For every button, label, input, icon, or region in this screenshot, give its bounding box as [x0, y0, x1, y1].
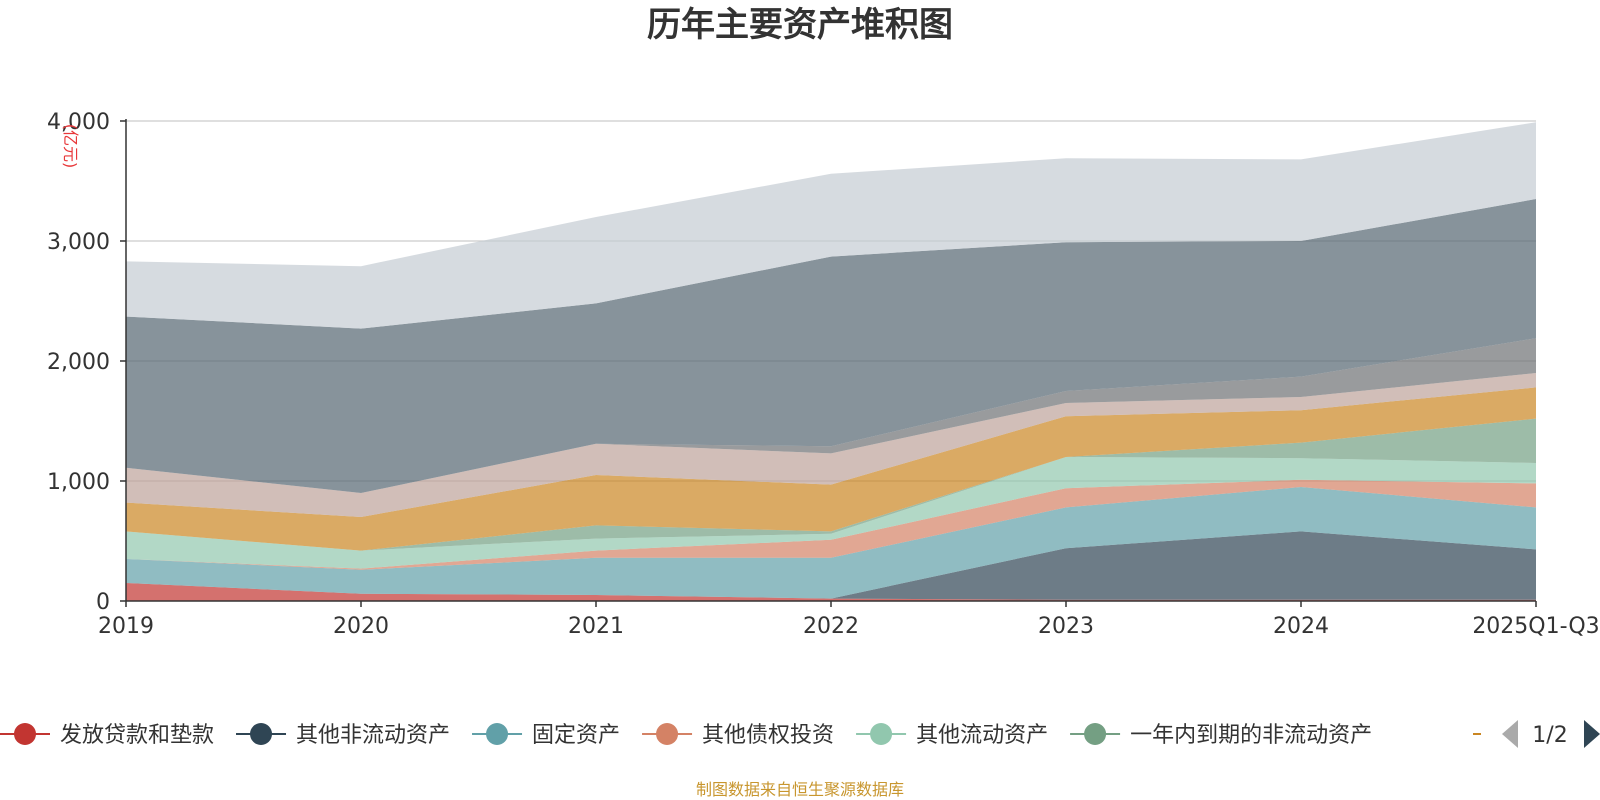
axes: 0 1,000 2,000 3,000 4,000 2019 2020 2021 2022 202… [47, 110, 1600, 639]
legend-label-0: 发放贷款和垫款 [60, 723, 214, 748]
legend-marker-5 [1084, 723, 1107, 745]
legend-item-0[interactable]: 发放贷款和垫款 [0, 723, 214, 748]
legend-item-4[interactable]: 其他流动资产 [856, 723, 1048, 748]
legend-label-1: 其他非流动资产 [296, 723, 450, 748]
triangle-left-icon[interactable] [1502, 720, 1518, 748]
area-series-5 [126, 418, 1536, 551]
y-tick-label-0: 0 [96, 590, 110, 615]
legend-marker-0 [14, 723, 36, 745]
legend: 发放贷款和垫款 其他非流动资产 固定资产 其他债权投资 其他流动资产 一年内到期的非流动资… [0, 720, 1600, 748]
area-series-4 [126, 457, 1536, 569]
legend-label-5: 一年内到期的非流动资产 [1130, 723, 1372, 748]
legend-marker-3 [656, 723, 679, 745]
y-unit-label: (亿元) [61, 124, 80, 169]
area-series-3 [126, 479, 1536, 570]
legend-marker-2 [486, 723, 509, 745]
x-tick-label-0: 2019 [98, 614, 154, 639]
x-tick-label-4: 2023 [1038, 614, 1094, 639]
x-tick-label-1: 2020 [333, 614, 389, 639]
legend-label-4: 其他流动资产 [916, 723, 1048, 748]
legend-marker-4 [870, 723, 893, 745]
area-series-10 [126, 122, 1536, 329]
area-series-9 [126, 199, 1536, 493]
x-tick-label-6: 2025Q1-Q3 [1472, 614, 1599, 639]
y-tick-label-3: 3,000 [47, 230, 110, 255]
y-tick-label-2: 2,000 [47, 350, 110, 375]
legend-page-indicator: 1/2 [1532, 723, 1567, 748]
area-series-1 [126, 531, 1536, 600]
legend-label-3: 其他债权投资 [702, 723, 834, 748]
x-tick-label-2: 2021 [568, 614, 624, 639]
area-series-0 [126, 583, 1536, 601]
area-series-2 [126, 487, 1536, 599]
legend-marker-1 [250, 723, 273, 745]
x-tick-label-5: 2024 [1273, 614, 1329, 639]
area-series-6 [126, 387, 1536, 551]
legend-label-2: 固定资产 [532, 723, 620, 748]
data-source-note: 制图数据来自恒生聚源数据库 [696, 780, 904, 799]
legend-item-5[interactable]: 一年内到期的非流动资产 [1070, 723, 1372, 748]
triangle-right-icon[interactable] [1584, 720, 1600, 748]
y-tick-label-1: 1,000 [47, 470, 110, 495]
chart-title: 历年主要资产堆积图 [647, 5, 953, 45]
area-series-7 [126, 373, 1536, 517]
x-tick-label-3: 2022 [803, 614, 859, 639]
legend-item-1[interactable]: 其他非流动资产 [236, 723, 450, 748]
area-series [126, 122, 1536, 601]
y-tick-label-4: 4,000 [47, 110, 110, 135]
legend-item-2[interactable]: 固定资产 [472, 723, 620, 748]
legend-item-3[interactable]: 其他债权投资 [642, 723, 834, 748]
